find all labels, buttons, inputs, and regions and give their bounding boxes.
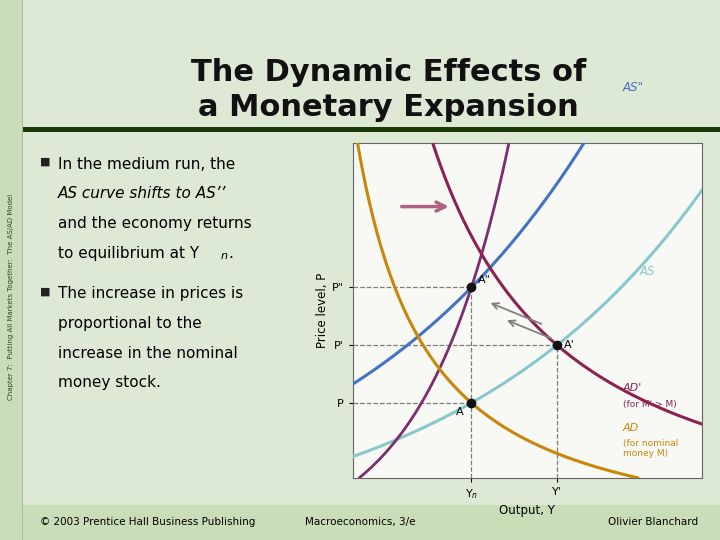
X-axis label: Output, Y: Output, Y [500,503,555,516]
Text: Chapter 7:  Putting All Markets Together:  The AS/AD Model: Chapter 7: Putting All Markets Together:… [8,194,14,400]
Text: AD: AD [623,423,639,433]
Text: The increase in prices is: The increase in prices is [58,286,243,301]
Text: Olivier Blanchard: Olivier Blanchard [608,517,698,527]
Text: A': A' [564,340,575,350]
Text: AS curve shifts to AS’’: AS curve shifts to AS’’ [58,186,226,201]
Text: ■: ■ [40,286,50,296]
Bar [22,0,23,540]
Text: n: n [220,251,228,261]
Text: and the economy returns: and the economy returns [58,216,251,231]
Bar [0,505,720,540]
Text: In the medium run, the: In the medium run, the [58,157,235,172]
Text: AS: AS [639,265,655,278]
Text: (for M' > M): (for M' > M) [623,400,677,409]
Text: .: . [228,246,233,261]
Text: AS": AS" [623,81,644,94]
Text: Macroeconomics, 3/e: Macroeconomics, 3/e [305,517,415,527]
Bar [0,0,22,540]
Text: a Monetary Expansion: a Monetary Expansion [199,93,579,123]
Text: AD': AD' [623,383,642,393]
Text: proportional to the: proportional to the [58,316,202,331]
Text: to equilibrium at Y: to equilibrium at Y [58,246,199,261]
Text: money stock.: money stock. [58,375,161,390]
Y-axis label: Price level, P: Price level, P [316,273,329,348]
Text: ■: ■ [40,157,50,167]
Text: A: A [456,408,464,417]
Bar [23,127,720,132]
Text: increase in the nominal: increase in the nominal [58,346,238,361]
Text: (for nominal
money M): (for nominal money M) [623,438,678,458]
Text: The Dynamic Effects of: The Dynamic Effects of [192,58,586,87]
Text: A": A" [478,274,491,285]
Text: © 2003 Prentice Hall Business Publishing: © 2003 Prentice Hall Business Publishing [40,517,255,527]
